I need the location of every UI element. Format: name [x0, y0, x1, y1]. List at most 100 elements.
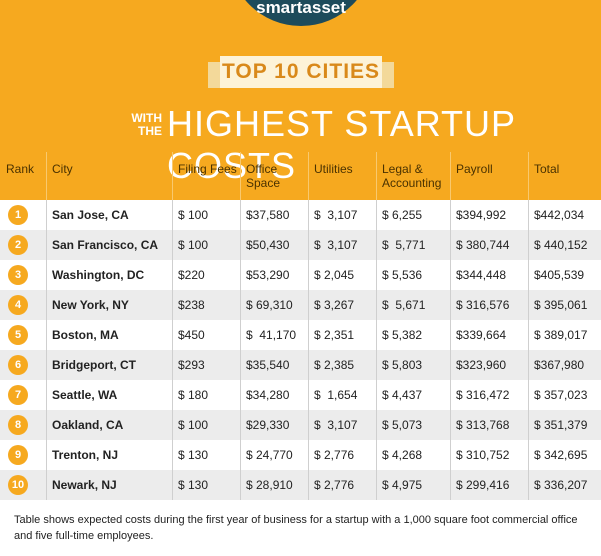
column-divider	[172, 200, 173, 230]
city-cell: San Francisco, CA	[52, 238, 159, 252]
city-cell: Seattle, WA	[52, 388, 118, 402]
value-cell: $ 5,671	[382, 298, 426, 312]
value-cell: $ 5,536	[382, 268, 423, 282]
value-cell: $ 342,695	[534, 448, 588, 462]
column-divider	[46, 410, 47, 440]
value-cell: $ 316,472	[456, 388, 510, 402]
rank-badge: 1	[8, 205, 28, 225]
column-divider	[450, 470, 451, 500]
value-cell: $ 2,045	[314, 268, 355, 282]
title: HIGHEST STARTUP COSTS	[167, 103, 516, 186]
column-header: Total	[534, 162, 560, 176]
column-divider	[172, 320, 173, 350]
value-cell: $ 313,768	[456, 418, 510, 432]
column-divider	[172, 380, 173, 410]
header-band	[0, 0, 601, 200]
column-divider	[46, 152, 47, 200]
column-divider	[172, 230, 173, 260]
column-divider	[528, 470, 529, 500]
value-cell: $339,664	[456, 328, 507, 342]
city-cell: Newark, NJ	[52, 478, 117, 492]
value-cell: $ 1,654	[314, 388, 358, 402]
table-row	[0, 260, 601, 290]
city-cell: San Jose, CA	[52, 208, 129, 222]
column-divider	[172, 350, 173, 380]
value-cell: $220	[178, 268, 205, 282]
column-divider	[528, 440, 529, 470]
table-row	[0, 200, 601, 230]
column-divider	[308, 410, 309, 440]
column-divider	[376, 260, 377, 290]
value-cell: $ 4,437	[382, 388, 423, 402]
value-cell: $ 41,170	[246, 328, 297, 342]
value-cell: $ 4,268	[382, 448, 423, 462]
value-cell: $ 28,910	[246, 478, 293, 492]
column-header: Filing Fees	[178, 162, 237, 176]
value-cell: $ 336,207	[534, 478, 588, 492]
column-divider	[240, 380, 241, 410]
column-header: Utilities	[314, 162, 353, 176]
column-divider	[240, 200, 241, 230]
value-cell: $238	[178, 298, 205, 312]
column-divider	[240, 230, 241, 260]
column-divider	[376, 152, 377, 200]
column-divider	[240, 440, 241, 470]
value-cell: $ 100	[178, 238, 209, 252]
column-divider	[240, 470, 241, 500]
column-divider	[376, 320, 377, 350]
column-divider	[172, 470, 173, 500]
column-divider	[376, 350, 377, 380]
footnote: Table shows expected costs during the fi…	[14, 514, 578, 542]
city-cell: Trenton, NJ	[52, 448, 119, 462]
value-cell: $ 3,267	[314, 298, 355, 312]
column-divider	[376, 440, 377, 470]
column-divider	[240, 290, 241, 320]
value-cell: $50,430	[246, 238, 290, 252]
column-divider	[308, 200, 309, 230]
column-divider	[450, 152, 451, 200]
logo-text: smartasset	[256, 0, 346, 17]
column-divider	[528, 350, 529, 380]
table-row	[0, 410, 601, 440]
value-cell: $ 100	[178, 208, 209, 222]
city-cell: Washington, DC	[52, 268, 145, 282]
value-cell: $394,992	[456, 208, 507, 222]
column-divider	[172, 260, 173, 290]
column-divider	[46, 350, 47, 380]
rank-badge: 6	[8, 355, 28, 375]
value-cell: $ 5,771	[382, 238, 426, 252]
column-divider	[46, 200, 47, 230]
column-divider	[172, 152, 173, 200]
ribbon	[378, 62, 394, 88]
column-divider	[240, 320, 241, 350]
value-cell: $367,980	[534, 358, 585, 372]
column-divider	[528, 410, 529, 440]
column-divider	[376, 410, 377, 440]
table-row	[0, 290, 601, 320]
column-header: Office Space	[246, 162, 281, 190]
column-divider	[46, 440, 47, 470]
value-cell: $ 395,061	[534, 298, 588, 312]
column-divider	[46, 470, 47, 500]
value-cell: $ 5,803	[382, 358, 423, 372]
value-cell: $ 130	[178, 448, 209, 462]
column-divider	[240, 410, 241, 440]
value-cell: $ 2,776	[314, 448, 355, 462]
column-divider	[450, 200, 451, 230]
column-header: Rank	[6, 162, 35, 176]
rank-badge: 8	[8, 415, 28, 435]
banner: TOP 10 CITIES	[220, 56, 382, 88]
value-cell: $ 380,744	[456, 238, 510, 252]
column-divider	[450, 440, 451, 470]
table-row	[0, 320, 601, 350]
column-divider	[308, 470, 309, 500]
value-cell: $ 2,385	[314, 358, 355, 372]
column-divider	[528, 320, 529, 350]
column-divider	[450, 290, 451, 320]
value-cell: $293	[178, 358, 205, 372]
value-cell: $ 310,752	[456, 448, 510, 462]
column-divider	[450, 380, 451, 410]
value-cell: $ 299,416	[456, 478, 510, 492]
column-divider	[450, 260, 451, 290]
